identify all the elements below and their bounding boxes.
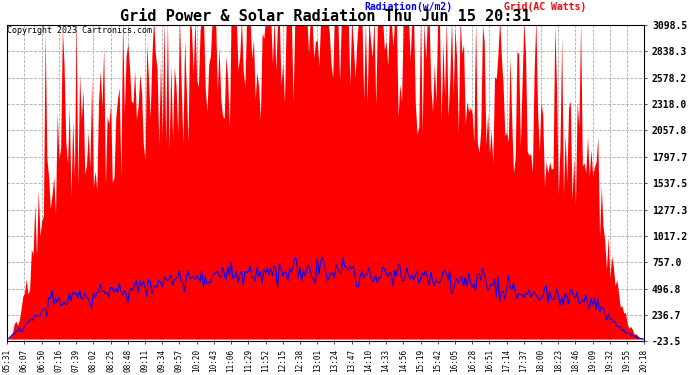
Title: Grid Power & Solar Radiation Thu Jun 15 20:31: Grid Power & Solar Radiation Thu Jun 15 … (121, 9, 531, 24)
Text: Copyright 2023 Cartronics.com: Copyright 2023 Cartronics.com (7, 26, 152, 35)
Text: Radiation(w/m2): Radiation(w/m2) (364, 2, 452, 12)
Text: Grid(AC Watts): Grid(AC Watts) (504, 2, 586, 12)
